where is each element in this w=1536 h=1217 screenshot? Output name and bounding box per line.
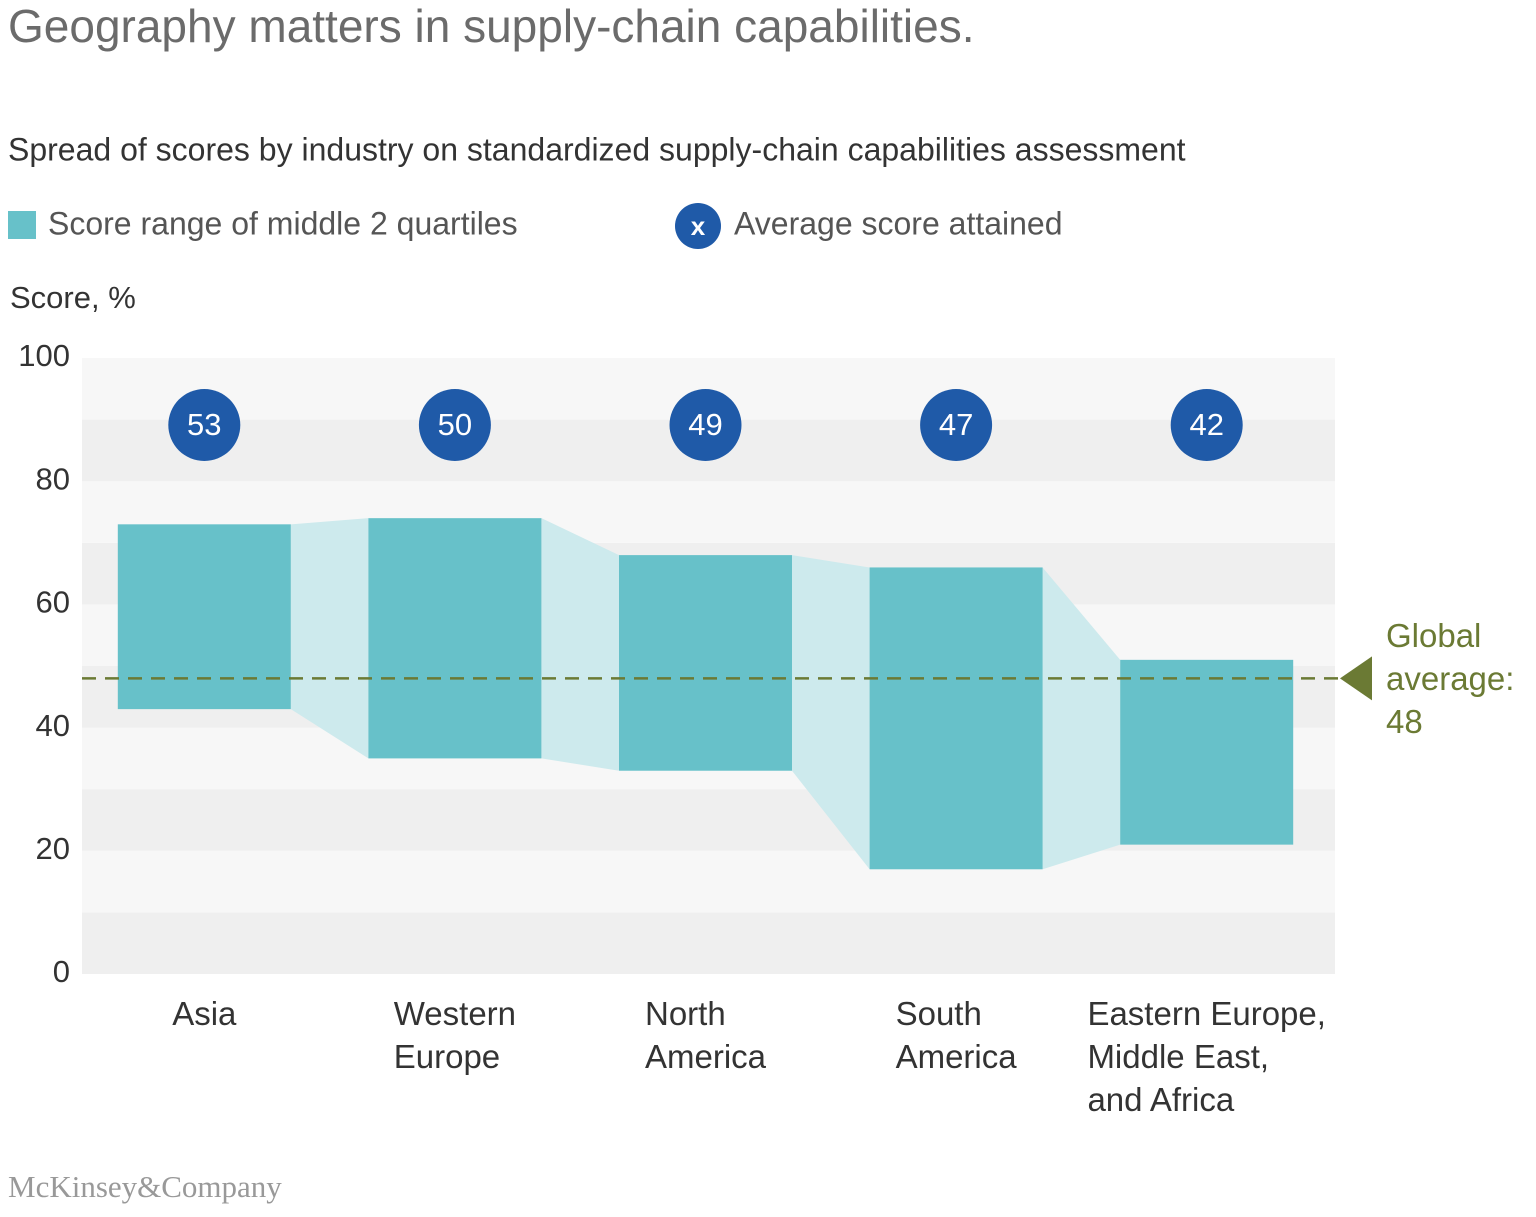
average-marker <box>1170 389 1243 461</box>
average-marker <box>168 389 241 461</box>
y-tick-label: 40 <box>36 708 70 743</box>
source: McKinsey&Company <box>8 1169 282 1204</box>
average-label: 50 <box>438 407 472 442</box>
annotation-value: 48 <box>1386 703 1423 740</box>
global-average-label: Global average: 48 <box>1386 614 1514 743</box>
range-bar <box>117 524 291 710</box>
average-label: 42 <box>1189 407 1223 442</box>
x-tick-label: Asia <box>172 995 237 1032</box>
connector <box>290 518 369 759</box>
average-label: 53 <box>187 407 221 442</box>
y-tick-label: 0 <box>53 954 70 989</box>
range-bar <box>869 567 1043 870</box>
connector <box>541 518 619 771</box>
legend-swatch <box>8 211 36 239</box>
y-tick-label: 20 <box>36 831 70 866</box>
range-bar <box>1120 659 1294 845</box>
range-bar <box>619 555 792 771</box>
annotation: Global average: <box>1386 617 1515 697</box>
legend-marker-label: x <box>691 211 706 241</box>
average-marker <box>418 389 491 461</box>
connector <box>1042 567 1121 870</box>
y-tick-label: 100 <box>18 338 70 373</box>
average-label: 47 <box>939 407 973 442</box>
band <box>82 912 1335 974</box>
x-tick-label: Western Europe <box>393 995 517 1075</box>
global-average-arrow <box>1340 656 1372 701</box>
range-bar <box>368 518 542 759</box>
average-marker <box>669 389 742 461</box>
legend-label: Average score attained <box>734 205 1063 241</box>
legend-label: Score range of middle 2 quartiles <box>48 205 518 241</box>
chart-subtitle: Spread of scores by industry on standard… <box>8 131 1186 167</box>
x-tick-label: North America <box>644 995 767 1075</box>
connector <box>792 555 870 870</box>
x-tick-label: Eastern Europe, Middle East, and Africa <box>1087 995 1326 1118</box>
x-tick-label: South America <box>895 995 1017 1075</box>
legend-marker <box>675 203 721 249</box>
average-label: 49 <box>688 407 722 442</box>
y-tick-label: 80 <box>36 461 70 496</box>
average-marker <box>920 389 993 461</box>
y-axis-label: Score, % <box>10 280 136 315</box>
band <box>82 850 1335 913</box>
chart-title: Geography matters in supply-chain capabi… <box>8 0 975 52</box>
y-tick-label: 60 <box>36 585 70 620</box>
